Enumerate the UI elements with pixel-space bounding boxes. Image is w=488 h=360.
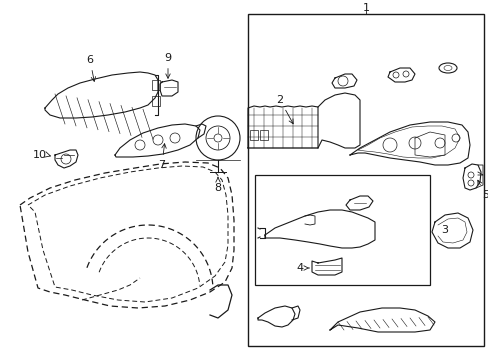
- Bar: [249, 130, 258, 140]
- Text: 3: 3: [441, 225, 447, 235]
- Bar: [152, 96, 160, 106]
- Text: 6: 6: [86, 55, 95, 81]
- Bar: [152, 80, 160, 90]
- Text: 5: 5: [477, 180, 488, 200]
- Text: 7: 7: [158, 144, 166, 170]
- Text: 9: 9: [164, 53, 171, 78]
- Text: 1: 1: [362, 3, 369, 13]
- Bar: [247, 14, 483, 346]
- Text: 8: 8: [214, 177, 221, 193]
- Text: 2: 2: [276, 95, 293, 124]
- Bar: [260, 130, 267, 140]
- Bar: [254, 175, 429, 285]
- Text: 10: 10: [33, 150, 47, 160]
- Text: 4: 4: [296, 263, 308, 273]
